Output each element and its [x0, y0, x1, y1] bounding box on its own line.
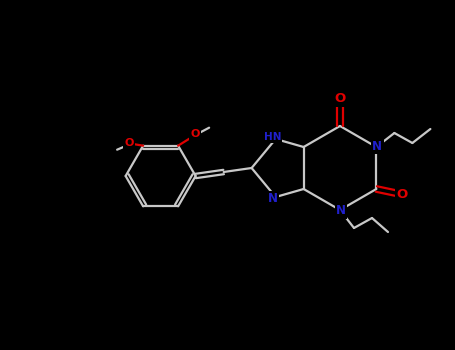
Text: N: N — [372, 140, 382, 153]
Text: O: O — [334, 92, 346, 105]
Text: O: O — [124, 138, 134, 148]
Text: O: O — [191, 129, 200, 139]
Text: N: N — [268, 193, 278, 205]
Text: HN: HN — [264, 132, 281, 142]
Text: O: O — [397, 189, 408, 202]
Text: N: N — [336, 204, 346, 217]
